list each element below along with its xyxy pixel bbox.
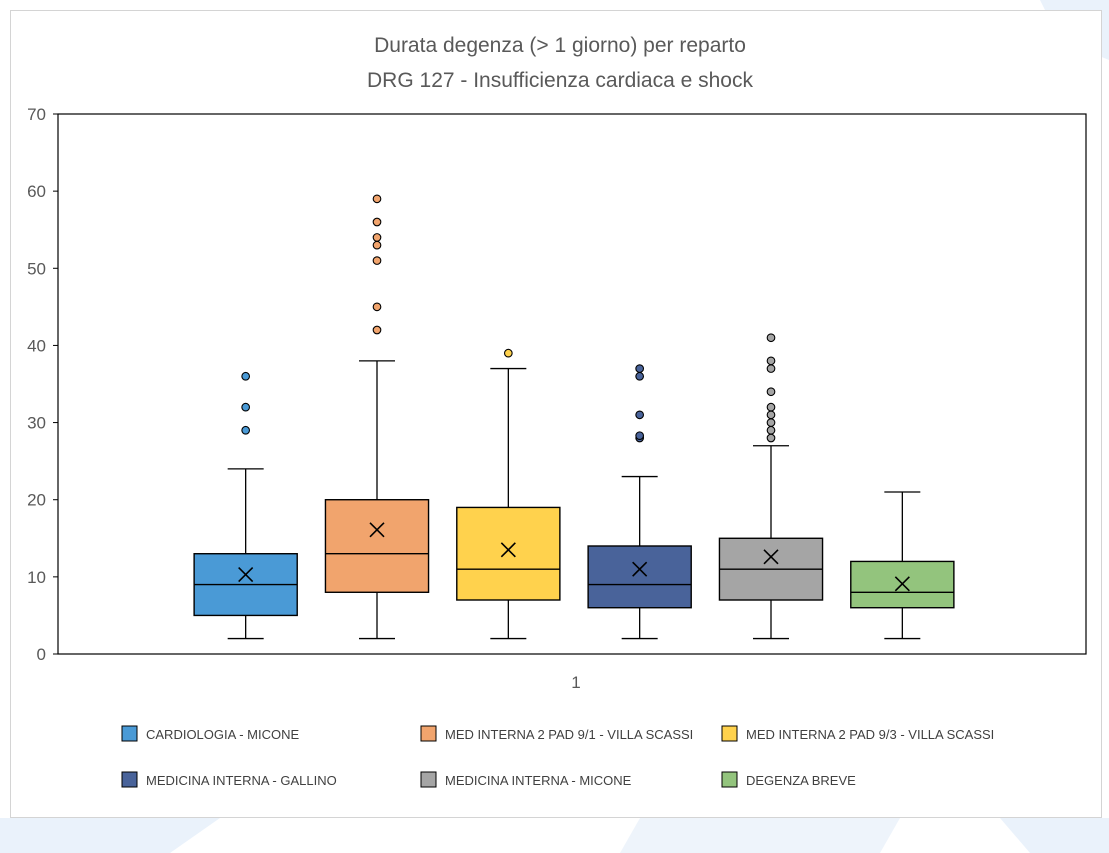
outlier-point xyxy=(372,194,382,204)
outlier-point xyxy=(635,364,645,373)
legend-entry-6: DEGENZA BREVE xyxy=(721,771,856,788)
mean-marker xyxy=(500,542,516,558)
outlier-point xyxy=(372,240,382,250)
legend-swatch xyxy=(420,771,437,788)
mean-marker xyxy=(632,561,648,577)
y-tick-label: 50 xyxy=(27,259,46,278)
outlier-point xyxy=(635,371,645,381)
mean-marker xyxy=(238,566,254,583)
outlier-point xyxy=(766,364,776,373)
legend-label: MED INTERNA 2 PAD 9/1 - VILLA SCASSI xyxy=(445,727,693,742)
box-1 xyxy=(193,371,298,640)
mean-marker xyxy=(763,549,779,565)
outlier-point xyxy=(766,356,776,366)
legend-entry-3: MED INTERNA 2 PAD 9/3 - VILLA SCASSI xyxy=(721,725,994,742)
outlier-point xyxy=(766,425,776,435)
y-tick-label: 70 xyxy=(27,105,46,124)
y-tick-label: 60 xyxy=(27,182,46,201)
box-body xyxy=(324,499,430,593)
outlier-point xyxy=(766,333,776,343)
mean-marker xyxy=(369,522,385,538)
box-body xyxy=(587,545,692,609)
legend-label: DEGENZA BREVE xyxy=(746,773,856,788)
legend-label: CARDIOLOGIA - MICONE xyxy=(146,727,299,742)
y-tick-label: 40 xyxy=(27,336,46,355)
outlier-point xyxy=(372,233,382,242)
outlier-point xyxy=(635,431,645,441)
box-5 xyxy=(718,333,824,640)
outlier-point xyxy=(241,425,251,435)
legend-label: MED INTERNA 2 PAD 9/3 - VILLA SCASSI xyxy=(746,727,994,742)
box-6 xyxy=(850,491,955,640)
mean-marker xyxy=(894,576,910,592)
outlier-point xyxy=(766,433,776,443)
box-2 xyxy=(324,194,430,640)
box-body xyxy=(456,506,561,601)
legend-swatch xyxy=(420,725,437,742)
legend-swatch xyxy=(721,771,738,788)
y-tick-label: 10 xyxy=(27,568,46,587)
outlier-point xyxy=(241,402,251,412)
legend-swatch xyxy=(121,771,138,788)
legend-entry-5: MEDICINA INTERNA - MICONE xyxy=(420,771,632,788)
outlier-point xyxy=(635,410,645,420)
legend-label: MEDICINA INTERNA - MICONE xyxy=(445,773,632,788)
outlier-point xyxy=(241,371,251,381)
y-tick-label: 20 xyxy=(27,491,46,510)
outlier-point xyxy=(372,256,382,265)
y-tick-label: 30 xyxy=(27,414,46,433)
x-tick-label: 1 xyxy=(571,673,580,692)
outlier-point xyxy=(766,418,776,427)
legend-entry-1: CARDIOLOGIA - MICONE xyxy=(121,725,299,742)
outlier-point xyxy=(503,348,513,358)
box-3 xyxy=(456,348,561,640)
outlier-point xyxy=(372,217,382,227)
legend-swatch xyxy=(721,725,738,742)
y-tick-label: 0 xyxy=(37,645,46,664)
outlier-point xyxy=(372,325,382,335)
chart-area xyxy=(10,10,1102,818)
legend-swatch xyxy=(121,725,138,742)
chart-subtitle: DRG 127 - Insufficienza cardiaca e shock xyxy=(367,69,753,92)
chart-title: Durata degenza (> 1 giorno) per reparto xyxy=(374,34,746,57)
outlier-point xyxy=(372,302,382,312)
legend-entry-4: MEDICINA INTERNA - GALLINO xyxy=(121,771,337,788)
outlier-point xyxy=(766,387,776,397)
legend-label: MEDICINA INTERNA - GALLINO xyxy=(146,773,337,788)
legend-entry-2: MED INTERNA 2 PAD 9/1 - VILLA SCASSI xyxy=(420,725,693,742)
outlier-point xyxy=(766,410,776,420)
plot-border xyxy=(57,113,1087,655)
box-4 xyxy=(587,364,692,640)
outlier-point xyxy=(766,402,776,412)
